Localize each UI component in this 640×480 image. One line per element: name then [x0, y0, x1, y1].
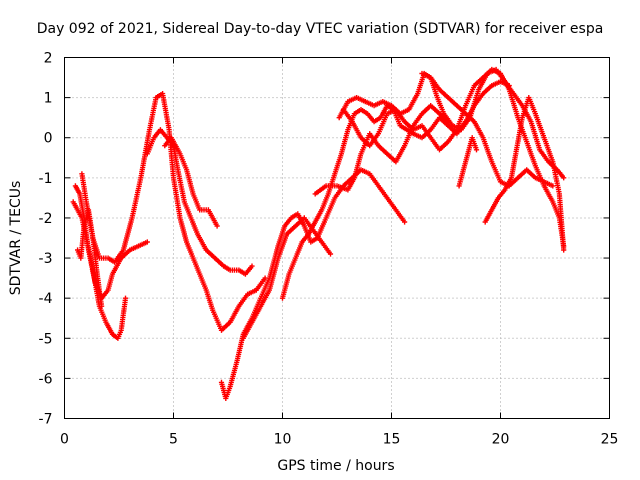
series-12-markers: [419, 70, 556, 189]
y-tick-label: 0: [44, 131, 53, 147]
series-12: [419, 70, 556, 189]
y-axis-label: SDTVAR / TECUs: [8, 181, 24, 296]
series-8: [279, 79, 512, 301]
series-14-markers: [482, 95, 567, 253]
series-4: [144, 127, 255, 277]
series-5: [162, 135, 220, 229]
y-tick-label: -5: [39, 331, 53, 347]
x-tick-label: 5: [169, 432, 178, 448]
y-tick-label: -2: [39, 211, 53, 227]
series-6-markers: [218, 167, 408, 401]
series-0-markers: [70, 199, 129, 341]
chart-title: Day 092 of 2021, Sidereal Day-to-day VTE…: [37, 21, 604, 37]
series-4-markers: [144, 127, 255, 277]
series-10-markers: [336, 66, 567, 181]
series-10: [336, 66, 567, 181]
series-11: [340, 66, 567, 249]
y-tick-label: -3: [39, 251, 53, 267]
series-13: [456, 135, 480, 189]
data-points: [70, 66, 567, 401]
y-tick-label: -6: [39, 371, 53, 387]
series-6: [218, 167, 408, 401]
plot-frame: [64, 57, 610, 419]
series-3-markers: [79, 91, 268, 333]
series-7-markers: [240, 215, 334, 341]
grid: [64, 57, 610, 419]
series-8-markers: [279, 79, 512, 301]
series-7: [240, 215, 334, 341]
series-11-markers: [340, 66, 567, 249]
series-0: [70, 199, 129, 341]
series-14: [482, 95, 567, 253]
series-9-markers: [312, 103, 451, 197]
y-tick-label: -1: [39, 171, 53, 187]
y-tick-label: 2: [44, 51, 53, 67]
x-tick-label: 10: [274, 432, 292, 448]
y-tick-label: -4: [39, 291, 53, 307]
y-tick-label: -7: [39, 412, 53, 428]
y-tick-label: 1: [44, 91, 53, 107]
series-3: [79, 91, 268, 333]
series-9: [312, 103, 451, 197]
series-13-markers: [456, 135, 480, 189]
series-5-markers: [162, 135, 220, 229]
x-tick-label: 25: [601, 432, 619, 448]
x-tick-label: 20: [492, 432, 510, 448]
x-axis-label: GPS time / hours: [277, 458, 394, 474]
x-tick-label: 15: [383, 432, 401, 448]
x-tick-label: 0: [60, 432, 69, 448]
